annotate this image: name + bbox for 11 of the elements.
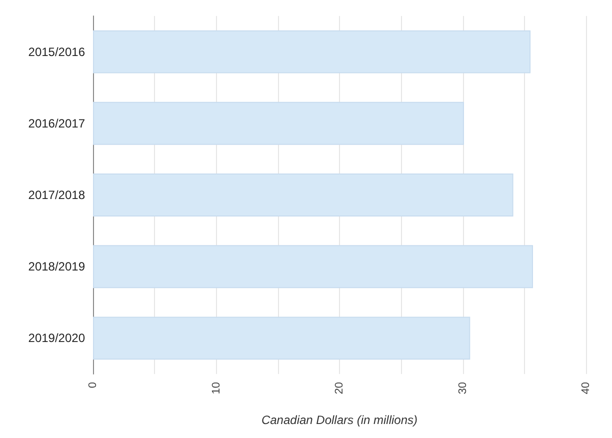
x-tick-label: 0 (87, 382, 99, 388)
x-tick-label: 40 (580, 382, 592, 394)
x-tick-label: 20 (334, 382, 346, 394)
y-tick-label: 2015/2016 (28, 44, 86, 59)
y-tick-label: 2016/2017 (28, 116, 86, 130)
x-tick-label: 10 (210, 382, 222, 394)
y-tick-label: 2019/2020 (28, 331, 86, 346)
x-axis-title: Canadian Dollars (in millions) (261, 413, 418, 427)
y-tick-label: 2018/2019 (28, 260, 86, 274)
y-tick-label: 2017/2018 (28, 188, 86, 202)
x-tick-label: 30 (456, 382, 469, 394)
